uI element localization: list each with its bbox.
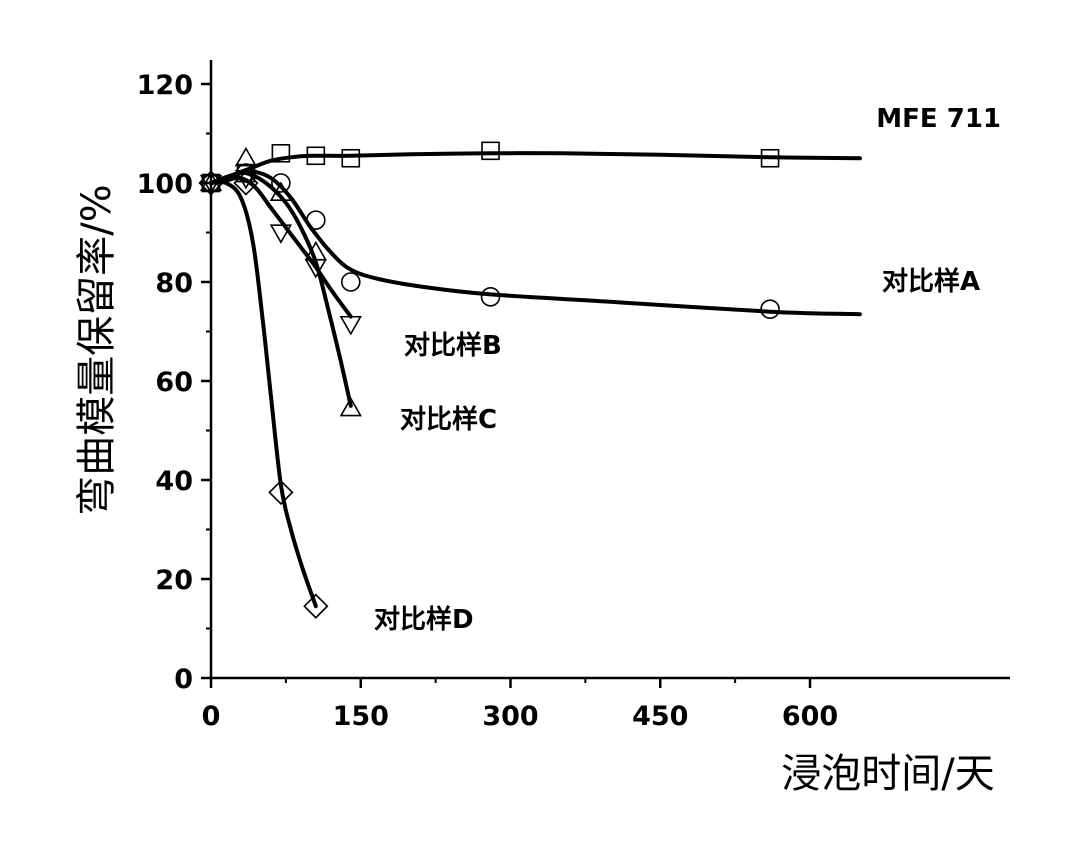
data-point-triangle-up	[269, 181, 293, 202]
y-tick-label: 100	[137, 169, 193, 200]
x-tick-label: 0	[202, 701, 221, 732]
data-point-triangle-down	[199, 174, 223, 195]
data-point-triangle-up	[199, 171, 223, 192]
y-tick-label: 20	[155, 565, 193, 596]
series-line-4	[209, 179, 318, 609]
data-point-triangle-up	[339, 396, 362, 417]
series-markers	[198, 141, 780, 619]
data-point-square	[306, 146, 326, 166]
data-point-square	[341, 148, 361, 168]
series-line-0	[209, 151, 862, 185]
x-tick-label: 600	[782, 701, 838, 732]
y-tick-label: 0	[174, 664, 193, 695]
series-label-mfe711: MFE 711	[876, 104, 1001, 134]
data-point-square	[760, 148, 780, 168]
x-axis-label: 浸泡时间/天	[781, 751, 994, 797]
series-curves	[209, 151, 862, 609]
data-point-diamond	[268, 479, 294, 505]
data-point-diamond	[233, 170, 259, 196]
x-tick-label: 150	[333, 701, 389, 732]
series-line-1	[209, 169, 862, 317]
data-point-circle	[340, 272, 361, 292]
y-tick-label: 120	[137, 70, 193, 101]
data-point-diamond	[198, 170, 224, 196]
series-labels: MFE 711 对比样A 对比样B 对比样C 对比样D	[374, 104, 1001, 635]
data-point-triangle-down	[339, 315, 362, 336]
data-point-diamond	[303, 593, 329, 619]
data-point-triangle-up	[304, 240, 327, 261]
y-axis-label: 弯曲模量保留率/%	[74, 184, 120, 515]
data-point-circle	[480, 287, 501, 307]
data-point-triangle-down	[269, 224, 293, 244]
axes: 0 20 40 60 80 100 120 0 150 300 450 600	[137, 60, 1010, 732]
series-label-d: 对比样D	[374, 604, 474, 635]
y-tick-label: 80	[155, 268, 193, 299]
series-label-c: 对比样C	[400, 404, 497, 435]
data-point-square	[271, 144, 291, 163]
y-tick-label: 60	[155, 367, 193, 398]
data-point-circle	[306, 210, 326, 230]
data-point-square	[481, 141, 500, 161]
series-label-a: 对比样A	[882, 266, 980, 297]
data-point-circle	[760, 299, 780, 320]
data-point-triangle-up	[234, 146, 258, 167]
data-point-circle	[271, 173, 291, 193]
y-tick-label: 40	[155, 466, 193, 497]
x-tick-label: 300	[482, 701, 538, 732]
x-tick-label: 450	[632, 701, 688, 732]
series-label-b: 对比样B	[404, 330, 502, 361]
series-line-2	[209, 175, 353, 319]
